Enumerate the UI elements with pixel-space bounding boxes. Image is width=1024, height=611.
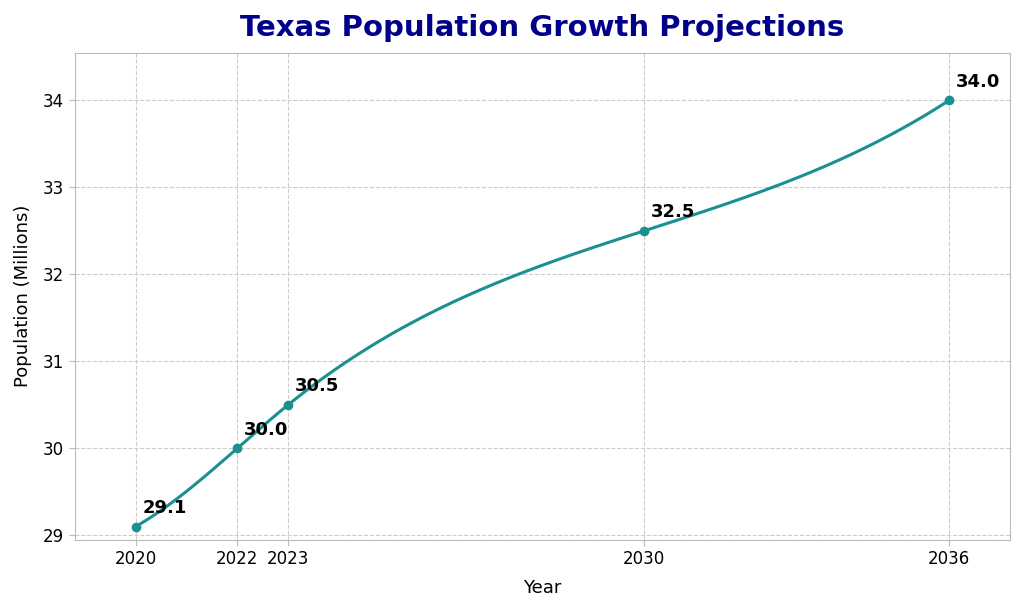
Y-axis label: Population (Millions): Population (Millions) xyxy=(14,205,32,387)
Text: 32.5: 32.5 xyxy=(651,203,695,221)
Text: 30.0: 30.0 xyxy=(245,420,289,439)
Title: Texas Population Growth Projections: Texas Population Growth Projections xyxy=(241,14,845,42)
Text: 34.0: 34.0 xyxy=(956,73,1000,90)
Text: 29.1: 29.1 xyxy=(142,499,187,517)
X-axis label: Year: Year xyxy=(523,579,561,597)
Text: 30.5: 30.5 xyxy=(295,377,340,395)
